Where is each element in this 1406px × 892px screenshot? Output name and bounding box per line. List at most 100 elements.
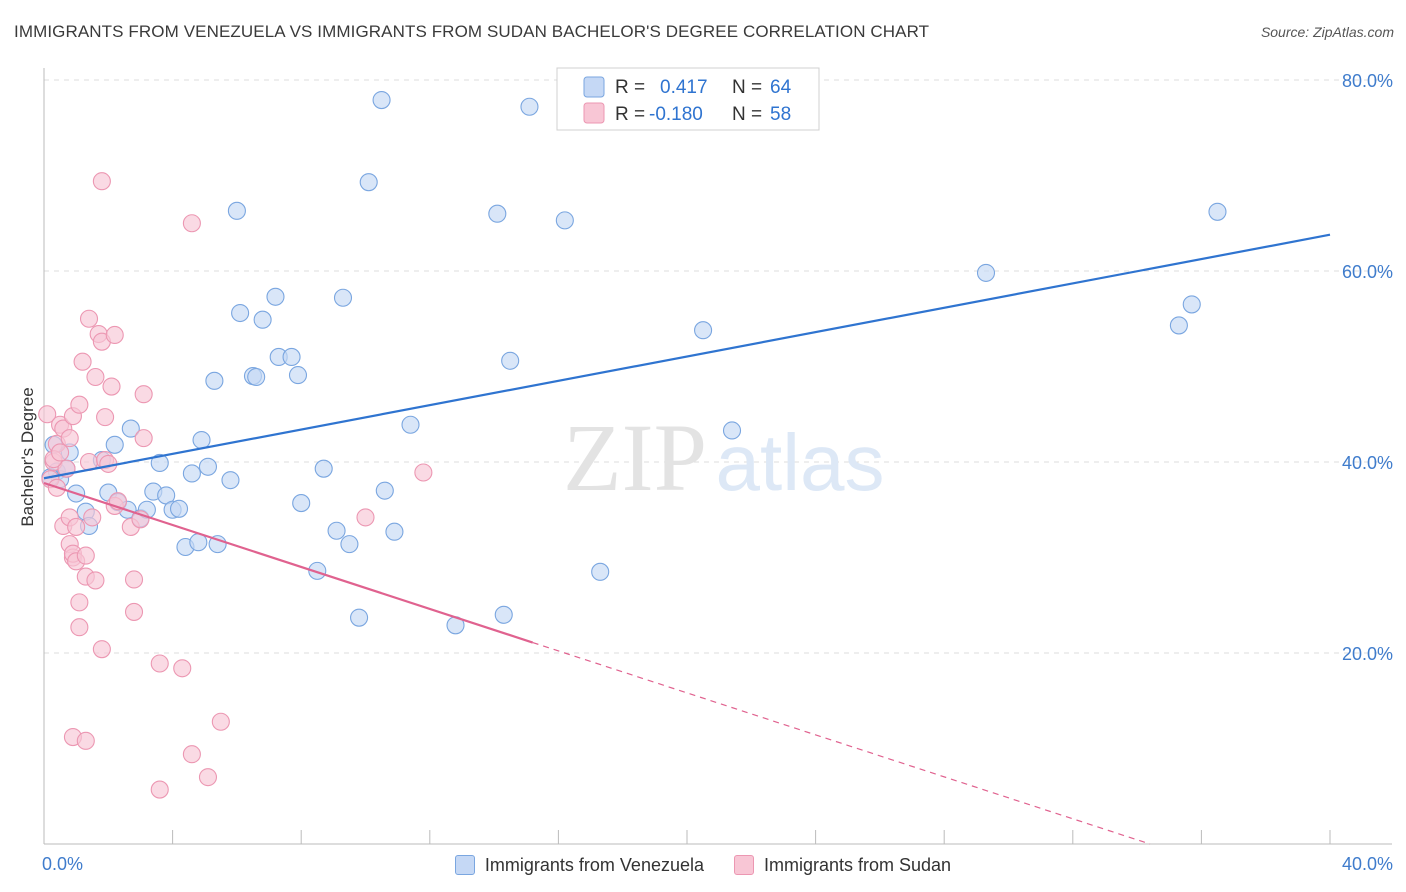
venezuela-point bbox=[401, 415, 420, 434]
sudan-point bbox=[96, 408, 115, 427]
venezuela-point bbox=[359, 173, 378, 192]
sudan-point bbox=[182, 214, 201, 233]
venezuela-point bbox=[494, 605, 513, 624]
legend-label: Immigrants from Venezuela bbox=[484, 854, 704, 875]
venezuela-point bbox=[247, 367, 266, 387]
venezuela-point bbox=[385, 522, 404, 541]
sudan-point bbox=[124, 602, 144, 621]
trend-line-dashed-1 bbox=[532, 641, 1151, 845]
sudan-point bbox=[150, 654, 169, 673]
legend-n-value: 64 bbox=[770, 77, 792, 98]
source-credit: Source: ZipAtlas.com bbox=[1260, 24, 1394, 40]
venezuela-point bbox=[182, 464, 201, 483]
x-tick-label: 0.0% bbox=[42, 854, 83, 874]
legend-item-sudan: Immigrants from Sudan bbox=[734, 855, 951, 876]
sudan-point bbox=[173, 659, 192, 678]
sudan-point bbox=[198, 768, 218, 787]
legend-swatch bbox=[454, 855, 475, 875]
legend-label: Immigrants from Sudan bbox=[764, 854, 952, 875]
sudan-point bbox=[356, 508, 375, 527]
sudan-point bbox=[86, 571, 105, 590]
sudan-point bbox=[102, 377, 121, 396]
legend-box: R = 0.417 N = 64 R = -0.180 N = 58 bbox=[556, 67, 820, 131]
legend-n-label: N = bbox=[732, 104, 762, 125]
legend-item-venezuela: Immigrants from Venezuela bbox=[454, 854, 704, 876]
venezuela-point bbox=[722, 421, 742, 440]
venezuela-point bbox=[292, 494, 311, 513]
venezuela-point bbox=[555, 211, 574, 230]
venezuela-point bbox=[520, 97, 539, 116]
y-tick-label: 60.0% bbox=[1342, 262, 1393, 282]
venezuela-point bbox=[105, 435, 124, 454]
venezuela-point bbox=[208, 535, 227, 554]
venezuela-point bbox=[327, 521, 346, 540]
venezuela-point bbox=[372, 91, 391, 110]
y-tick-label: 80.0% bbox=[1342, 71, 1393, 91]
sudan-point bbox=[124, 570, 144, 589]
y-tick-label: 40.0% bbox=[1342, 453, 1393, 473]
sudan-point bbox=[105, 325, 124, 345]
venezuela-point bbox=[976, 263, 996, 282]
venezuela-point bbox=[121, 419, 140, 438]
sudan-point bbox=[150, 780, 169, 799]
legend-swatch-venezuela bbox=[583, 76, 605, 98]
legend-r-label: R = bbox=[615, 77, 645, 98]
venezuela-point bbox=[501, 351, 520, 370]
sudan-point bbox=[70, 618, 89, 637]
venezuela-point bbox=[1182, 295, 1201, 314]
sudan-point bbox=[134, 429, 153, 448]
legend-n-label: N = bbox=[732, 77, 762, 98]
watermark-zip: ZIP bbox=[563, 404, 707, 511]
venezuela-point bbox=[266, 287, 285, 306]
sudan-point bbox=[67, 517, 86, 536]
venezuela-point bbox=[1169, 316, 1188, 335]
sudan-point bbox=[73, 352, 92, 371]
sudan-point bbox=[414, 463, 433, 482]
sudan-point bbox=[92, 640, 111, 659]
y-axis-label: Bachelor's Degree bbox=[18, 387, 37, 526]
venezuela-point bbox=[375, 481, 394, 500]
venezuela-point bbox=[205, 371, 224, 390]
venezuela-point bbox=[333, 288, 353, 307]
venezuela-point bbox=[253, 310, 272, 329]
venezuela-point bbox=[340, 535, 359, 554]
bottom-legend: Immigrants from Venezuela Immigrants fro… bbox=[0, 852, 1406, 878]
sudan-point bbox=[60, 429, 79, 448]
venezuela-point bbox=[591, 562, 610, 581]
venezuela-point bbox=[314, 459, 333, 478]
x-tick-label: 40.0% bbox=[1342, 854, 1393, 874]
sudan-point bbox=[38, 405, 57, 424]
venezuela-point bbox=[150, 453, 169, 473]
legend-r-value: -0.180 bbox=[649, 104, 703, 125]
watermark-atlas: atlas bbox=[716, 418, 885, 507]
legend-swatch-sudan bbox=[583, 102, 605, 124]
venezuela-point bbox=[308, 561, 327, 580]
venezuela-point bbox=[221, 471, 240, 490]
axis-layer: 20.0% 40.0% 60.0% 80.0% 0.0% 40.0% bbox=[42, 68, 1393, 874]
venezuela-point bbox=[169, 499, 189, 518]
legend-r-value: 0.417 bbox=[660, 77, 708, 98]
legend-r-label: R = bbox=[615, 104, 645, 125]
venezuela-point bbox=[350, 608, 369, 627]
sudan-point bbox=[182, 745, 201, 764]
venezuela-point bbox=[488, 204, 507, 223]
venezuela-point bbox=[192, 430, 211, 450]
y-tick-label: 20.0% bbox=[1342, 644, 1393, 664]
venezuela-point bbox=[227, 201, 246, 220]
sudan-point bbox=[76, 546, 95, 565]
chart-title: IMMIGRANTS FROM VENEZUELA VS IMMIGRANTS … bbox=[14, 22, 930, 41]
trend-line-solid-1 bbox=[43, 481, 534, 644]
legend-swatch bbox=[734, 855, 754, 875]
sudan-point bbox=[51, 443, 70, 462]
trend-line-0 bbox=[43, 233, 1331, 480]
venezuela-point bbox=[198, 457, 218, 476]
venezuela-point bbox=[694, 321, 713, 340]
legend-n-value: 58 bbox=[770, 104, 791, 125]
sudan-point bbox=[70, 593, 89, 612]
grid-layer bbox=[44, 79, 1392, 654]
points-layer bbox=[38, 91, 1227, 799]
watermark: ZIP atlas bbox=[563, 404, 884, 511]
sudan-point bbox=[83, 508, 102, 527]
sudan-point bbox=[70, 395, 89, 414]
